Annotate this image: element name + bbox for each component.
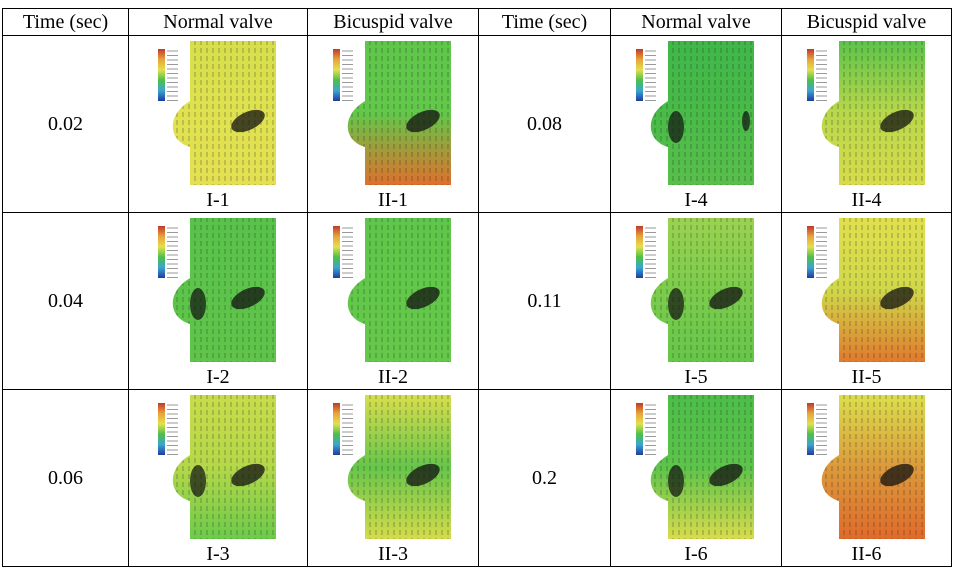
data-row: 0.06 I-3 II-3 0.2 I-6 II-6 xyxy=(2,389,952,567)
vortex xyxy=(190,465,206,497)
time-cell: 0.04 xyxy=(2,212,129,390)
image-cell: I-4 xyxy=(610,35,782,213)
image-caption: I-4 xyxy=(684,189,708,211)
image-cell: I-5 xyxy=(610,212,782,390)
image-cell: II-4 xyxy=(781,35,952,213)
image-caption: II-3 xyxy=(378,543,408,565)
image-cell: I-6 xyxy=(610,389,782,567)
image-cell: II-6 xyxy=(781,389,952,567)
vortex xyxy=(709,286,743,310)
velocity-vectors xyxy=(347,395,451,539)
image-caption: I-2 xyxy=(206,366,230,388)
legend-bar xyxy=(333,226,340,278)
vortex xyxy=(406,463,440,487)
vortex xyxy=(879,286,914,310)
simulation-image xyxy=(333,395,451,539)
legend-bar xyxy=(806,49,814,101)
vortex xyxy=(879,109,914,133)
time-cell: 0.08 xyxy=(478,35,611,213)
legend-bar xyxy=(806,226,814,278)
image-caption: II-2 xyxy=(378,366,408,388)
velocity-vectors xyxy=(821,41,925,185)
velocity-vectors xyxy=(650,395,754,539)
header-cell: Bicuspid valve xyxy=(781,8,952,36)
simulation-image xyxy=(333,41,451,185)
vortex xyxy=(742,111,750,131)
image-cell: I-2 xyxy=(128,212,308,390)
header-cell: Time (sec) xyxy=(478,8,611,36)
legend-bar xyxy=(333,403,340,455)
data-row: 0.02 I-1 II-1 0.08 I-4 II-4 xyxy=(2,35,952,213)
simulation-image xyxy=(636,395,754,539)
simulation-image xyxy=(806,395,925,539)
results-table: Time (sec) Normal valve Bicuspid valve T… xyxy=(2,8,952,567)
simulation-image xyxy=(636,41,754,185)
simulation-image xyxy=(806,218,925,362)
data-row: 0.04 I-2 II-2 0.11 I-5 II-5 xyxy=(2,212,952,390)
image-cell: I-3 xyxy=(128,389,308,567)
vortex xyxy=(668,465,684,497)
header-cell: Time (sec) xyxy=(2,8,129,36)
image-caption: II-6 xyxy=(851,543,882,565)
legend-bar xyxy=(158,226,165,278)
velocity-vectors xyxy=(172,41,276,185)
legend-bar xyxy=(806,403,814,455)
velocity-vectors xyxy=(650,41,754,185)
header-cell: Normal valve xyxy=(128,8,308,36)
simulation-image xyxy=(333,218,451,362)
header-row: Time (sec) Normal valve Bicuspid valve T… xyxy=(2,8,952,36)
image-caption: I-6 xyxy=(684,543,708,565)
legend-bar xyxy=(333,49,340,101)
simulation-image xyxy=(158,41,276,185)
image-caption: I-1 xyxy=(206,189,230,211)
vortex xyxy=(231,286,265,310)
vortex xyxy=(406,286,440,310)
image-cell: II-5 xyxy=(781,212,952,390)
velocity-vectors xyxy=(821,218,925,362)
vortex xyxy=(231,109,265,133)
image-caption: I-3 xyxy=(206,543,230,565)
header-cell: Normal valve xyxy=(610,8,782,36)
legend-bar xyxy=(636,49,643,101)
legend-bar xyxy=(158,403,165,455)
simulation-image xyxy=(158,218,276,362)
velocity-vectors xyxy=(650,218,754,362)
time-cell: 0.11 xyxy=(478,212,611,390)
velocity-vectors xyxy=(347,41,451,185)
vortex xyxy=(668,111,684,143)
image-cell: II-1 xyxy=(307,35,479,213)
time-cell: 0.2 xyxy=(478,389,611,567)
velocity-vectors xyxy=(172,218,276,362)
image-caption: I-5 xyxy=(684,366,708,388)
vortex xyxy=(406,109,440,133)
image-caption: II-5 xyxy=(851,366,882,388)
image-caption: II-1 xyxy=(378,189,408,211)
image-cell: I-1 xyxy=(128,35,308,213)
vortex xyxy=(709,463,743,487)
time-cell: 0.02 xyxy=(2,35,129,213)
velocity-vectors xyxy=(821,395,925,539)
simulation-image xyxy=(806,41,925,185)
header-cell: Bicuspid valve xyxy=(307,8,479,36)
vortex xyxy=(668,288,684,320)
simulation-image xyxy=(158,395,276,539)
simulation-image xyxy=(636,218,754,362)
image-caption: II-4 xyxy=(851,189,882,211)
legend-bar xyxy=(158,49,165,101)
vortex xyxy=(190,288,206,320)
vortex xyxy=(231,463,265,487)
vortex xyxy=(879,463,914,487)
image-cell: II-2 xyxy=(307,212,479,390)
time-cell: 0.06 xyxy=(2,389,129,567)
legend-bar xyxy=(636,226,643,278)
image-cell: II-3 xyxy=(307,389,479,567)
velocity-vectors xyxy=(172,395,276,539)
velocity-vectors xyxy=(347,218,451,362)
legend-bar xyxy=(636,403,643,455)
